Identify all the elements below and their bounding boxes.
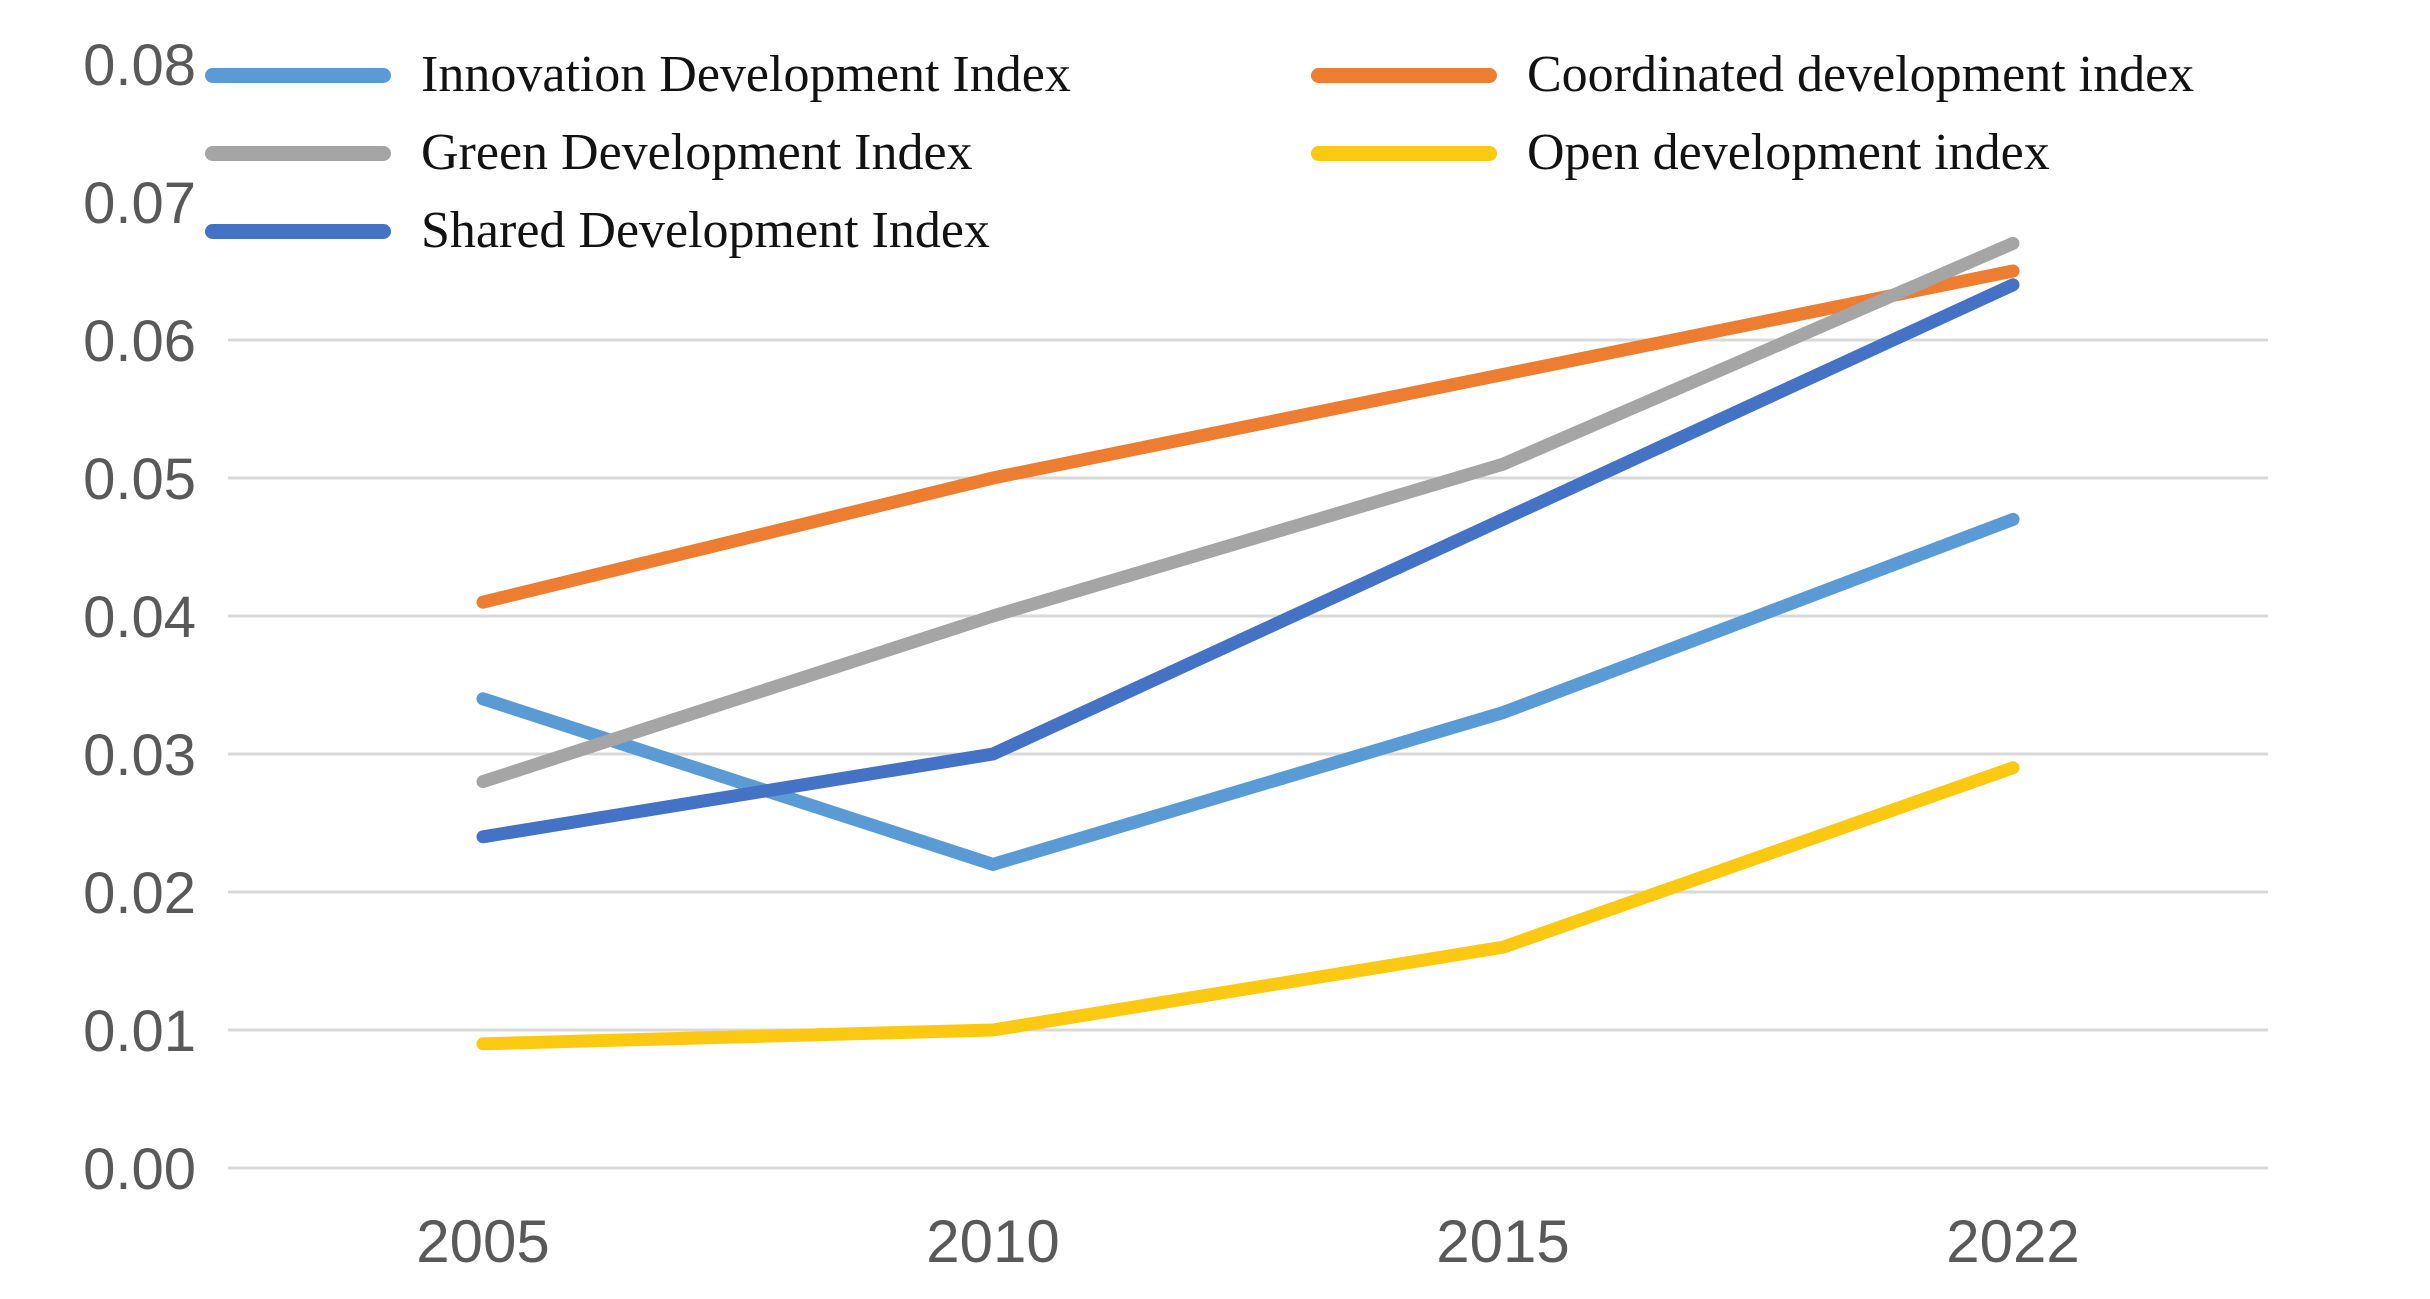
- series-line-shared: [476, 278, 2020, 844]
- legend-label-innovation: Innovation Development Index: [421, 46, 1071, 103]
- legend-swatch-shared-icon: [205, 223, 391, 239]
- y-tick-label: 0.07: [83, 171, 196, 236]
- legend-item-green: Green Development Index: [205, 122, 973, 184]
- legend-item-shared: Shared Development Index: [205, 200, 990, 262]
- x-tick-label: 2015: [1436, 1208, 1569, 1275]
- y-tick-label: 0.06: [83, 309, 196, 374]
- legend-label-shared: Shared Development Index: [421, 202, 990, 259]
- series-line-green: [476, 236, 2020, 789]
- y-tick-label: 0.04: [83, 585, 196, 650]
- y-tick-label: 0.08: [83, 33, 196, 98]
- y-tick-label: 0.00: [83, 1137, 196, 1202]
- legend-item-innovation: Innovation Development Index: [205, 44, 1071, 106]
- x-tick-label: 2010: [926, 1208, 1059, 1275]
- y-tick-label: 0.01: [83, 999, 196, 1064]
- x-tick-label: 2022: [1946, 1208, 2079, 1275]
- series-line-innovation: [476, 512, 2020, 871]
- y-tick-label: 0.02: [83, 861, 196, 926]
- y-tick-label: 0.05: [83, 447, 196, 512]
- legend-swatch-open-icon: [1311, 145, 1497, 161]
- y-tick-label: 0.03: [83, 723, 196, 788]
- legend-label-green: Green Development Index: [421, 124, 973, 181]
- series-line-open: [476, 761, 2020, 1051]
- legend-label-open: Open development index: [1527, 124, 2050, 181]
- legend-swatch-innovation-icon: [205, 67, 391, 83]
- legend-item-open: Open development index: [1311, 122, 2050, 184]
- legend-item-coordinated: Coordinated development index: [1311, 44, 2194, 106]
- legend-label-coordinated: Coordinated development index: [1527, 46, 2195, 103]
- series-line-coordinated: [476, 264, 2020, 609]
- legend-swatch-green-icon: [205, 145, 391, 161]
- legend-swatch-coordinated-icon: [1311, 67, 1497, 83]
- x-tick-label: 2005: [416, 1208, 549, 1275]
